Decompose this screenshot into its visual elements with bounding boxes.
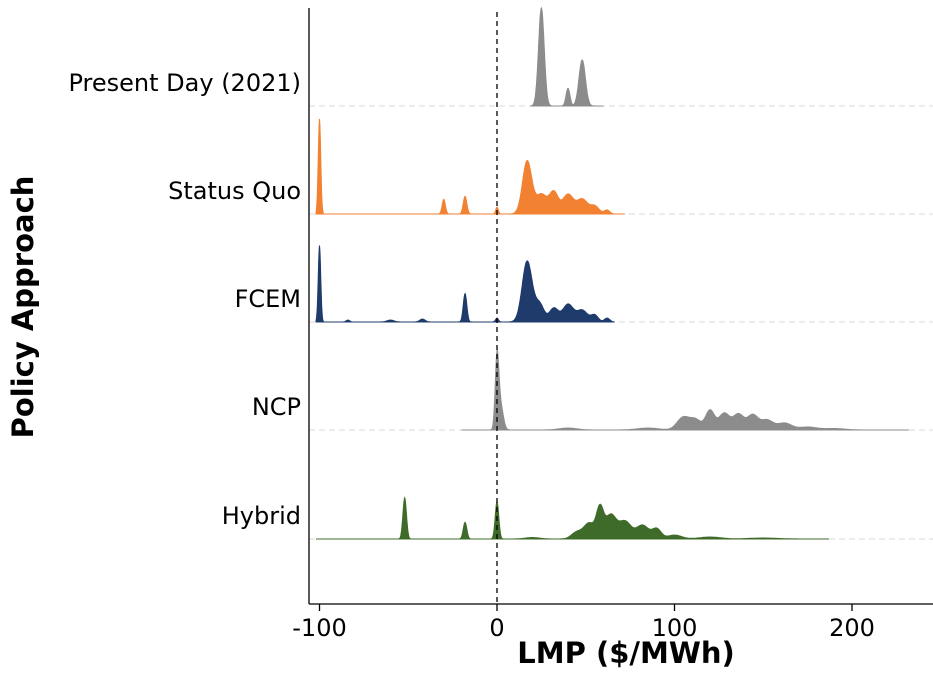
row-labels-group: Present Day (2021) Status Quo FCEM NCP Hybri… [69, 69, 302, 530]
density-present-day-2021 [530, 6, 604, 107]
row-label-fcem: FCEM [235, 285, 301, 313]
density-status-quo [315, 118, 625, 215]
density-hybrid [316, 496, 829, 540]
x-ticks-group: -100 0 100 200 [292, 604, 875, 642]
density-ncp [461, 349, 909, 431]
x-axis-title: LMP ($/MWh) [517, 636, 734, 670]
row-label-hybrid: Hybrid [222, 502, 301, 530]
row-label-present-day-2021: Present Day (2021) [69, 69, 302, 97]
row-label-status-quo: Status Quo [168, 177, 301, 205]
density-fcem [315, 245, 615, 323]
x-tick-label: 200 [829, 614, 875, 642]
x-tick-label: 100 [652, 614, 698, 642]
row-label-ncp: NCP [252, 393, 301, 421]
x-tick-label: -100 [292, 614, 346, 642]
x-tick-label: 0 [489, 614, 504, 642]
ridges-group [309, 6, 933, 540]
y-axis-title: Policy Approach [6, 176, 40, 439]
